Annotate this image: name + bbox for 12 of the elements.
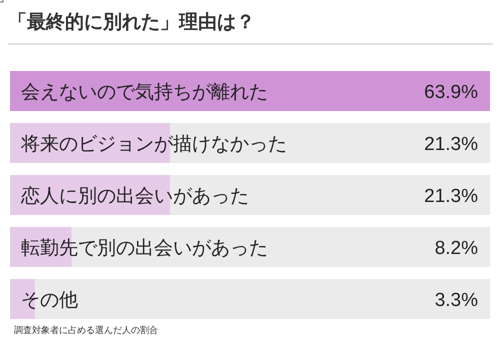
y-tick-label: 転勤先で別の出会いがあった <box>21 237 268 259</box>
y-tick-label: 会えないので気持ちが離れた <box>21 81 268 103</box>
data-label: 63.9% <box>424 82 478 103</box>
data-label: 21.3% <box>424 186 478 207</box>
y-tick-label: 恋人に別の出会いがあった <box>20 185 249 207</box>
data-label: 3.3% <box>434 290 478 311</box>
y-tick-label: 将来のビジョンが描けなかった <box>20 133 287 155</box>
y-tick-label: その他 <box>21 289 78 311</box>
annotation: 調査対象者に占める選んだ人の割合 <box>14 325 158 336</box>
chart-title: 「最終的に別れた」理由は？ <box>8 11 255 33</box>
data-label: 21.3% <box>424 134 478 155</box>
data-label: 8.2% <box>434 238 478 259</box>
